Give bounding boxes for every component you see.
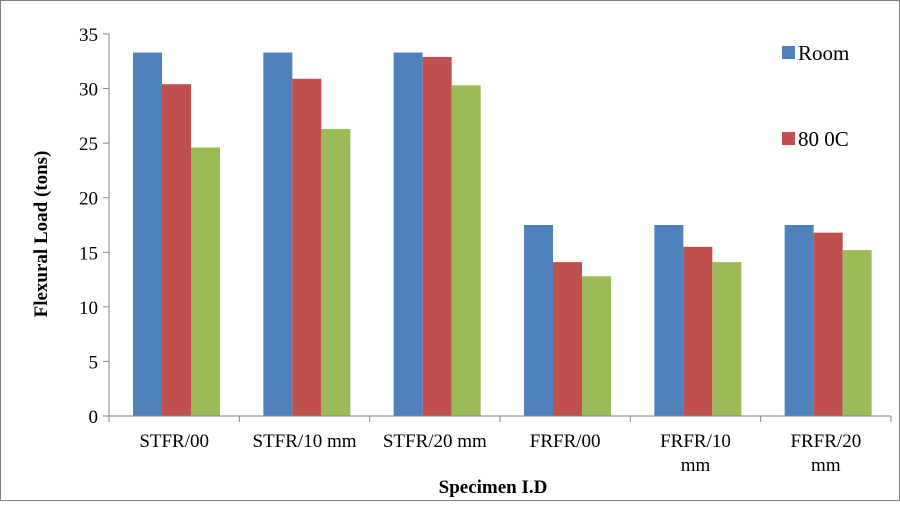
bar-series2-4: [553, 262, 582, 416]
x-category-label: STFR/10 mm: [253, 431, 357, 452]
y-tick-label: 35: [79, 25, 98, 46]
legend-label-room: Room: [798, 41, 849, 65]
x-category-label: STFR/00: [139, 431, 209, 452]
bars: [133, 52, 872, 417]
y-axis-title: Flexural Load (tons): [31, 151, 52, 318]
bar-series3-2: [321, 128, 351, 416]
x-axis-category-labels: STFR/00 STFR/10 mm STFR/20 mm FRFR/00 FRFR/1…: [139, 431, 861, 476]
x-category-label: STFR/20 mm: [383, 431, 487, 452]
x-axis-title: Specimen I.D: [439, 477, 548, 498]
bar-series1-2: [263, 52, 293, 416]
y-tick-label: 30: [79, 80, 98, 101]
bar-series1-3: [393, 52, 423, 416]
bar-series1-5: [654, 225, 684, 416]
bar-series2-5: [683, 246, 713, 416]
bar-series3-1: [191, 147, 220, 416]
legend-swatch-80c: [782, 132, 795, 145]
x-category-label: FRFR/10 mm: [660, 431, 731, 476]
y-tick-label: 15: [79, 243, 98, 264]
legend-swatch-room: [782, 46, 795, 59]
y-tick-label: 25: [79, 134, 98, 155]
y-tick-label: 5: [89, 352, 99, 373]
y-tick-label: 0: [89, 407, 99, 428]
bar-series1-6: [784, 225, 814, 416]
legend: Room 80 0C: [782, 41, 849, 151]
y-axis-ticks: 0 5 10 15 20 25 30 35: [79, 25, 109, 428]
bar-series2-6: [813, 232, 843, 416]
x-category-label: FRFR/20 mm: [790, 431, 861, 476]
bar-series2-1: [162, 84, 191, 416]
axes: [108, 34, 892, 422]
bar-series2-3: [422, 56, 452, 417]
bar-series3-4: [582, 276, 611, 416]
bar-series1-1: [133, 52, 162, 416]
y-tick-label: 20: [79, 189, 98, 210]
bar-series3-5: [712, 262, 742, 416]
y-tick-label: 10: [79, 298, 98, 319]
bar-series1-4: [524, 225, 553, 416]
bar-series2-2: [292, 78, 322, 417]
bar-series3-6: [842, 250, 872, 416]
bar-series3-3: [451, 85, 481, 416]
legend-label-80c: 80 0C: [798, 127, 849, 151]
x-category-label: FRFR/00: [530, 431, 601, 452]
